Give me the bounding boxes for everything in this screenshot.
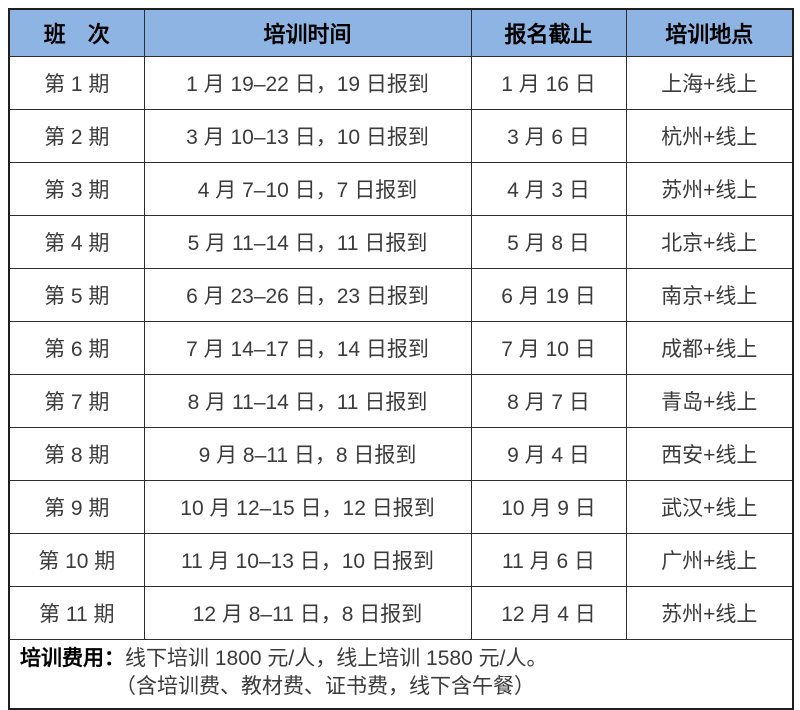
- location-cell: 苏州+线上: [625, 162, 794, 216]
- table-row: 第 5 期 6 月 23–26 日，23 日报到 6 月 19 日 南京+线上: [8, 268, 794, 322]
- time-cell: 9 月 8–11 日，8 日报到: [143, 427, 472, 481]
- table-row: 第 1 期 1 月 19–22 日，19 日报到 1 月 16 日 上海+线上: [8, 56, 794, 110]
- header-row: 班 次 培训时间 报名截止 培训地点: [8, 8, 794, 57]
- table-row: 第 8 期 9 月 8–11 日，8 日报到 9 月 4 日 西安+线上: [8, 427, 794, 481]
- session-cell: 第 4 期: [8, 215, 145, 269]
- location-cell: 苏州+线上: [625, 586, 794, 640]
- session-cell: 第 6 期: [8, 321, 145, 375]
- session-cell: 第 2 期: [8, 109, 145, 163]
- table-row: 第 6 期 7 月 14–17 日，14 日报到 7 月 10 日 成都+线上: [8, 321, 794, 375]
- deadline-cell: 5 月 8 日: [470, 215, 627, 269]
- time-cell: 6 月 23–26 日，23 日报到: [143, 268, 472, 322]
- fee-label: 培训费用：: [20, 647, 125, 670]
- time-cell: 3 月 10–13 日，10 日报到: [143, 109, 472, 163]
- deadline-cell: 11 月 6 日: [470, 533, 627, 587]
- location-cell: 成都+线上: [625, 321, 794, 375]
- deadline-cell: 10 月 9 日: [470, 480, 627, 534]
- fee-text: 线下培训 1800 元/人，线上培训 1580 元/人。: [125, 647, 548, 670]
- fee-info-cell: 培训费用：线下培训 1800 元/人，线上培训 1580 元/人。 （含培训费、…: [8, 639, 794, 710]
- table-row: 第 3 期 4 月 7–10 日，7 日报到 4 月 3 日 苏州+线上: [8, 162, 794, 216]
- deadline-cell: 7 月 10 日: [470, 321, 627, 375]
- time-cell: 1 月 19–22 日，19 日报到: [143, 56, 472, 110]
- time-cell: 7 月 14–17 日，14 日报到: [143, 321, 472, 375]
- time-cell: 4 月 7–10 日，7 日报到: [143, 162, 472, 216]
- session-cell: 第 9 期: [8, 480, 145, 534]
- location-cell: 杭州+线上: [625, 109, 794, 163]
- deadline-cell: 3 月 6 日: [470, 109, 627, 163]
- session-cell: 第 3 期: [8, 162, 145, 216]
- location-cell: 青岛+线上: [625, 374, 794, 428]
- session-cell: 第 11 期: [8, 586, 145, 640]
- deadline-cell: 12 月 4 日: [470, 586, 627, 640]
- deadline-cell: 4 月 3 日: [470, 162, 627, 216]
- fee-row: 培训费用：线下培训 1800 元/人，线上培训 1580 元/人。 （含培训费、…: [8, 639, 794, 710]
- deadline-cell: 6 月 19 日: [470, 268, 627, 322]
- header-cell-deadline: 报名截止: [470, 8, 627, 57]
- header-cell-session: 班 次: [8, 8, 145, 57]
- location-cell: 西安+线上: [625, 427, 794, 481]
- location-cell: 武汉+线上: [625, 480, 794, 534]
- time-cell: 12 月 8–11 日，8 日报到: [143, 586, 472, 640]
- table-row: 第 4 期 5 月 11–14 日，11 日报到 5 月 8 日 北京+线上: [8, 215, 794, 269]
- session-cell: 第 10 期: [8, 533, 145, 587]
- deadline-cell: 9 月 4 日: [470, 427, 627, 481]
- table-row: 第 11 期 12 月 8–11 日，8 日报到 12 月 4 日 苏州+线上: [8, 586, 794, 640]
- session-cell: 第 5 期: [8, 268, 145, 322]
- session-cell: 第 7 期: [8, 374, 145, 428]
- training-schedule-table: 班 次 培训时间 报名截止 培训地点 第 1 期 1 月 19–22 日，19 …: [8, 8, 794, 710]
- session-cell: 第 1 期: [8, 56, 145, 110]
- time-cell: 8 月 11–14 日，11 日报到: [143, 374, 472, 428]
- table-row: 第 10 期 11 月 10–13 日，10 日报到 11 月 6 日 广州+线…: [8, 533, 794, 587]
- session-cell: 第 8 期: [8, 427, 145, 481]
- deadline-cell: 1 月 16 日: [470, 56, 627, 110]
- location-cell: 广州+线上: [625, 533, 794, 587]
- fee-note: （含培训费、教材费、证书费，线下含午餐）: [115, 675, 535, 698]
- table-row: 第 7 期 8 月 11–14 日，11 日报到 8 月 7 日 青岛+线上: [8, 374, 794, 428]
- fee-line: 培训费用：线下培训 1800 元/人，线上培训 1580 元/人。: [20, 645, 782, 673]
- header-cell-location: 培训地点: [625, 8, 794, 57]
- header-cell-time: 培训时间: [143, 8, 472, 57]
- time-cell: 10 月 12–15 日，12 日报到: [143, 480, 472, 534]
- location-cell: 上海+线上: [625, 56, 794, 110]
- time-cell: 11 月 10–13 日，10 日报到: [143, 533, 472, 587]
- table-row: 第 9 期 10 月 12–15 日，12 日报到 10 月 9 日 武汉+线上: [8, 480, 794, 534]
- location-cell: 南京+线上: [625, 268, 794, 322]
- deadline-cell: 8 月 7 日: [470, 374, 627, 428]
- location-cell: 北京+线上: [625, 215, 794, 269]
- time-cell: 5 月 11–14 日，11 日报到: [143, 215, 472, 269]
- table-row: 第 2 期 3 月 10–13 日，10 日报到 3 月 6 日 杭州+线上: [8, 109, 794, 163]
